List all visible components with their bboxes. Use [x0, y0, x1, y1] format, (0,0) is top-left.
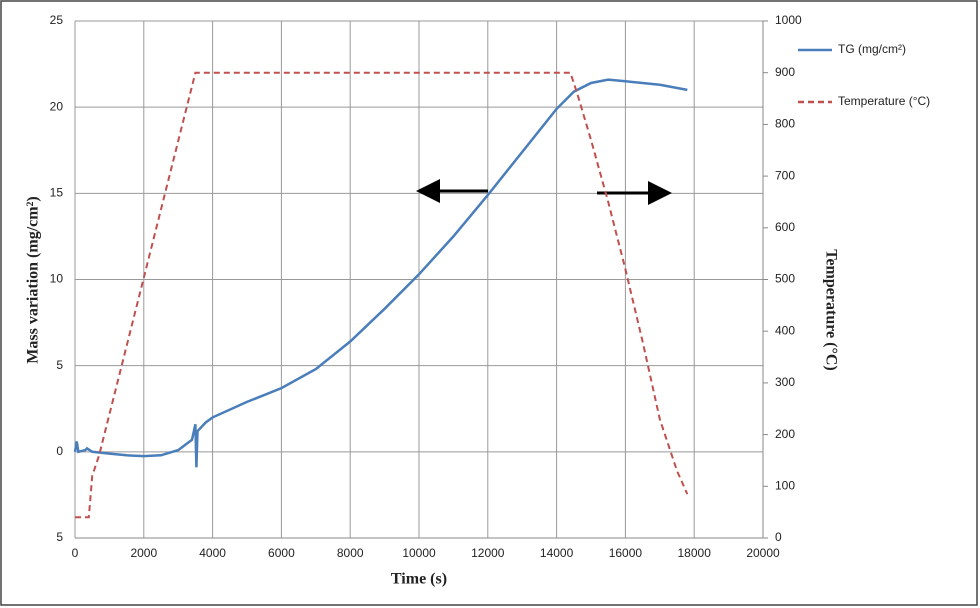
x-tick-label: 14000	[540, 546, 574, 560]
y2-tick-label: 100	[775, 478, 795, 492]
x-axis-title: Time (s)	[391, 571, 447, 588]
x-tick-label: 18000	[678, 546, 712, 560]
y-tick-label: 15	[50, 186, 64, 200]
y-tick-label: 5	[56, 358, 63, 372]
y2-tick-label: 900	[775, 65, 795, 79]
legend-label: Temperature (°C)	[838, 94, 930, 108]
y2-tick-label: 0	[775, 530, 782, 544]
y2-tick-label: 200	[775, 427, 795, 441]
x-tick-label: 4000	[199, 546, 226, 560]
series-line	[73, 78, 688, 468]
y-tick-label: 10	[50, 272, 64, 286]
y2-axis-title: Temperature (°C)	[822, 249, 839, 370]
x-tick-label: 2000	[130, 546, 157, 560]
y2-tick-label: 600	[775, 220, 795, 234]
series-line	[75, 71, 689, 519]
y2-tick-label: 500	[775, 272, 795, 286]
y2-tick-label: 1000	[775, 13, 802, 27]
y-tick-label: 0	[56, 444, 63, 458]
y-tick-label: 20	[50, 99, 64, 113]
legend-label: TG (mg/cm²)	[838, 42, 906, 56]
y2-tick-label: 800	[775, 117, 795, 131]
y-tick-label: 5	[56, 530, 63, 544]
x-tick-label: 10000	[402, 546, 436, 560]
x-tick-label: 6000	[268, 546, 295, 560]
x-tick-label: 16000	[609, 546, 643, 560]
y-tick-label: 25	[50, 13, 64, 27]
y2-tick-label: 300	[775, 375, 795, 389]
x-tick-label: 20000	[746, 546, 780, 560]
x-tick-label: 0	[72, 546, 79, 560]
x-tick-label: 8000	[337, 546, 364, 560]
y2-tick-label: 400	[775, 323, 795, 337]
y2-tick-label: 700	[775, 168, 795, 182]
y-axis-title: Mass variation (mg/cm²)	[25, 196, 42, 363]
x-tick-label: 12000	[471, 546, 505, 560]
